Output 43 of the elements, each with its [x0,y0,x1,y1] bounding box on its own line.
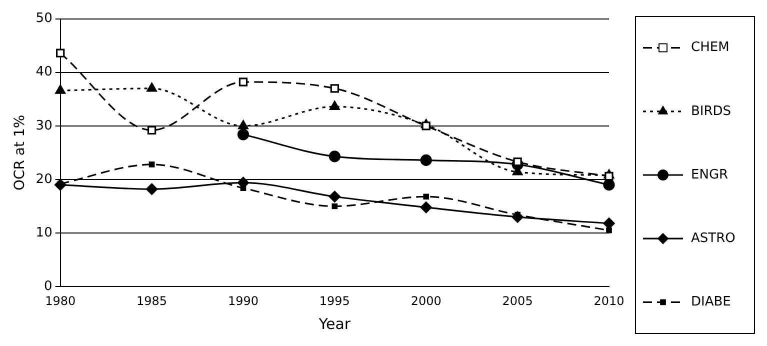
point [238,120,248,130]
y-tick-label: 10 [36,225,52,240]
point [328,150,340,162]
point [238,78,248,86]
y-tick-label: 0 [44,278,52,294]
point [56,48,65,58]
legend-label: CHEM [691,40,730,56]
point [147,126,156,135]
x-tick-label: 1985 [136,294,168,308]
point [54,179,66,191]
x-tick-label: 1990 [228,294,258,308]
point [420,202,432,214]
point [146,183,158,195]
point [328,190,340,202]
y-axis-title: OCR at 1% [12,114,28,191]
point [512,211,524,223]
point [237,128,250,140]
x-tick-label: 2010 [594,294,624,308]
legend-label: ASTRO [691,230,736,246]
y-tick-label: 50 [36,11,52,26]
x-tick-label: 2000 [410,294,442,308]
x-tick-label: 1980 [45,294,76,308]
point [422,122,430,130]
point [146,82,157,92]
point [330,84,340,93]
x-tick-label: 2005 [502,294,533,308]
point [332,203,338,210]
point [604,172,614,181]
point [420,154,432,166]
point [330,100,340,110]
point [148,162,155,168]
point [603,179,615,191]
y-tick-label: 20 [36,172,52,187]
legend-label: BIRDS [691,104,732,119]
x-tick-label: 1995 [319,294,350,308]
legend-label: ENGR [691,167,728,182]
legend-label: DIABE [691,294,731,310]
y-tick-label: 40 [36,64,52,80]
point [55,84,66,94]
point [606,227,612,234]
point [423,194,430,200]
y-tick-label: 30 [36,118,52,134]
x-axis-title: Year [318,314,352,333]
